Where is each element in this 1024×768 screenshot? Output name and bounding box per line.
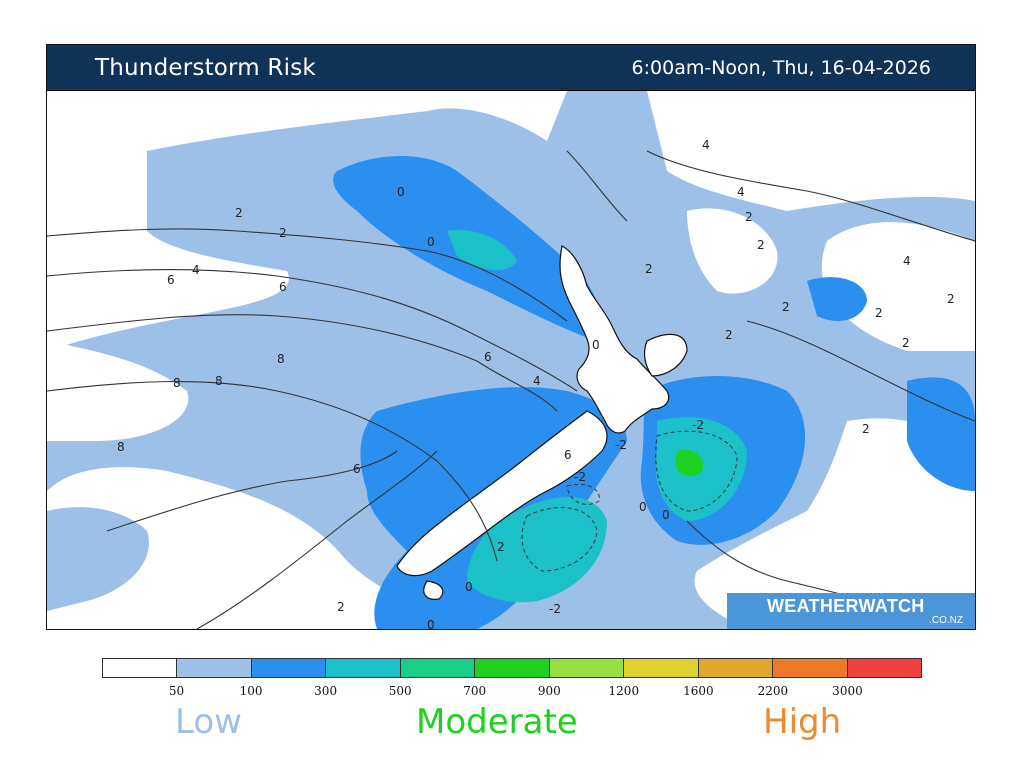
contour-label: 2 xyxy=(875,306,883,320)
legend-tick: 50 xyxy=(168,684,185,698)
contour-label: 8 xyxy=(173,376,181,390)
contour-label: 8 xyxy=(215,374,223,388)
contour-label: 6 xyxy=(484,350,492,364)
contour-label: 2 xyxy=(862,422,870,436)
map-header: Thunderstorm Risk 6:00am-Noon, Thu, 16-0… xyxy=(47,45,975,91)
contour-label: 0 xyxy=(639,500,647,514)
legend-tick: 900 xyxy=(537,684,561,698)
legend-tick: 2200 xyxy=(757,684,789,698)
legend-tick: 1600 xyxy=(683,684,714,698)
brand-domain: .CO.NZ xyxy=(929,615,963,626)
contour-label: -2 xyxy=(615,438,627,452)
legend-swatch xyxy=(549,659,625,677)
risk-label-low: Low xyxy=(175,702,242,742)
risk-color-legend xyxy=(102,658,922,678)
contour-label: 6 xyxy=(353,462,361,476)
new-zealand-landmass xyxy=(396,245,688,600)
contour-label: 2 xyxy=(745,210,753,224)
contour-label: 0 xyxy=(465,580,473,594)
risk-label-high: High xyxy=(763,702,842,742)
contour-label: 2 xyxy=(947,292,955,306)
contour-label: 6 xyxy=(564,448,572,462)
legend-swatch xyxy=(624,659,699,677)
legend-tick: 700 xyxy=(463,684,487,698)
legend-swatch xyxy=(847,659,921,677)
contour-label: 2 xyxy=(645,262,653,276)
contour-label: 4 xyxy=(702,138,710,152)
contour-label: 2 xyxy=(757,238,765,252)
contour-label: 2 xyxy=(725,328,733,342)
legend-swatch xyxy=(698,659,774,677)
contour-label: -2 xyxy=(692,418,704,432)
contour-label: 2 xyxy=(782,300,790,314)
contour-label: 4 xyxy=(192,263,200,277)
brand-name-part2: WATCH xyxy=(858,596,925,616)
contour-label: 6 xyxy=(279,280,287,294)
legend-swatch xyxy=(103,659,178,677)
brand-name-part1: WEATHER xyxy=(767,596,859,616)
legend-tick-labels: 50 100 300 500 700 900 1200 1600 2200 3000 xyxy=(102,684,922,700)
contour-label: 2 xyxy=(337,600,345,614)
weatherwatch-logo: WEATHERWATCH .CO.NZ xyxy=(727,593,975,629)
contour-label: 6 xyxy=(167,273,175,287)
contour-label: -2 xyxy=(549,602,561,616)
thunderstorm-risk-map: 0 0 0 2 2 2 2 2 2 2 2 2 2 2 2 4 4 4 4 4 … xyxy=(47,91,975,629)
negative-contours xyxy=(521,430,738,572)
legend-tick: 100 xyxy=(239,684,263,698)
contour-label: 0 xyxy=(662,508,670,522)
legend-tick: 3000 xyxy=(832,684,863,698)
risk-zone-700-900 xyxy=(675,449,703,477)
contour-label: 0 xyxy=(427,618,435,629)
legend-tick: 1200 xyxy=(608,684,640,698)
legend-tick: 300 xyxy=(314,684,338,698)
contour-label: 0 xyxy=(427,235,435,249)
contour-label: 2 xyxy=(279,226,287,240)
risk-label-moderate: Moderate xyxy=(416,702,578,742)
contour-label: 2 xyxy=(235,206,243,220)
contour-label: 0 xyxy=(592,338,600,352)
contour-label: 4 xyxy=(737,185,745,199)
legend-swatch xyxy=(773,659,848,677)
contour-value-labels: 0 0 0 2 2 2 2 2 2 2 2 2 2 2 2 4 4 4 4 4 … xyxy=(117,138,955,629)
contour-label: 8 xyxy=(117,440,125,454)
contour-label: 8 xyxy=(277,352,285,366)
legend-swatch xyxy=(475,659,550,677)
legend-swatch xyxy=(326,659,401,677)
legend-tick: 500 xyxy=(388,684,412,698)
legend-swatch xyxy=(251,659,327,677)
contour-label: 2 xyxy=(497,540,505,554)
map-title: Thunderstorm Risk xyxy=(95,55,316,81)
map-frame: Thunderstorm Risk 6:00am-Noon, Thu, 16-0… xyxy=(46,44,976,630)
contour-label: 4 xyxy=(903,254,911,268)
contour-label: 4 xyxy=(533,374,541,388)
contour-label: 0 xyxy=(397,185,405,199)
legend-swatch xyxy=(177,659,252,677)
contour-label: 2 xyxy=(902,336,910,350)
forecast-datetime: 6:00am-Noon, Thu, 16-04-2026 xyxy=(631,57,931,79)
contour-label: -2 xyxy=(574,470,586,484)
legend-swatch xyxy=(400,659,476,677)
risk-zone-300-700 xyxy=(447,230,747,603)
